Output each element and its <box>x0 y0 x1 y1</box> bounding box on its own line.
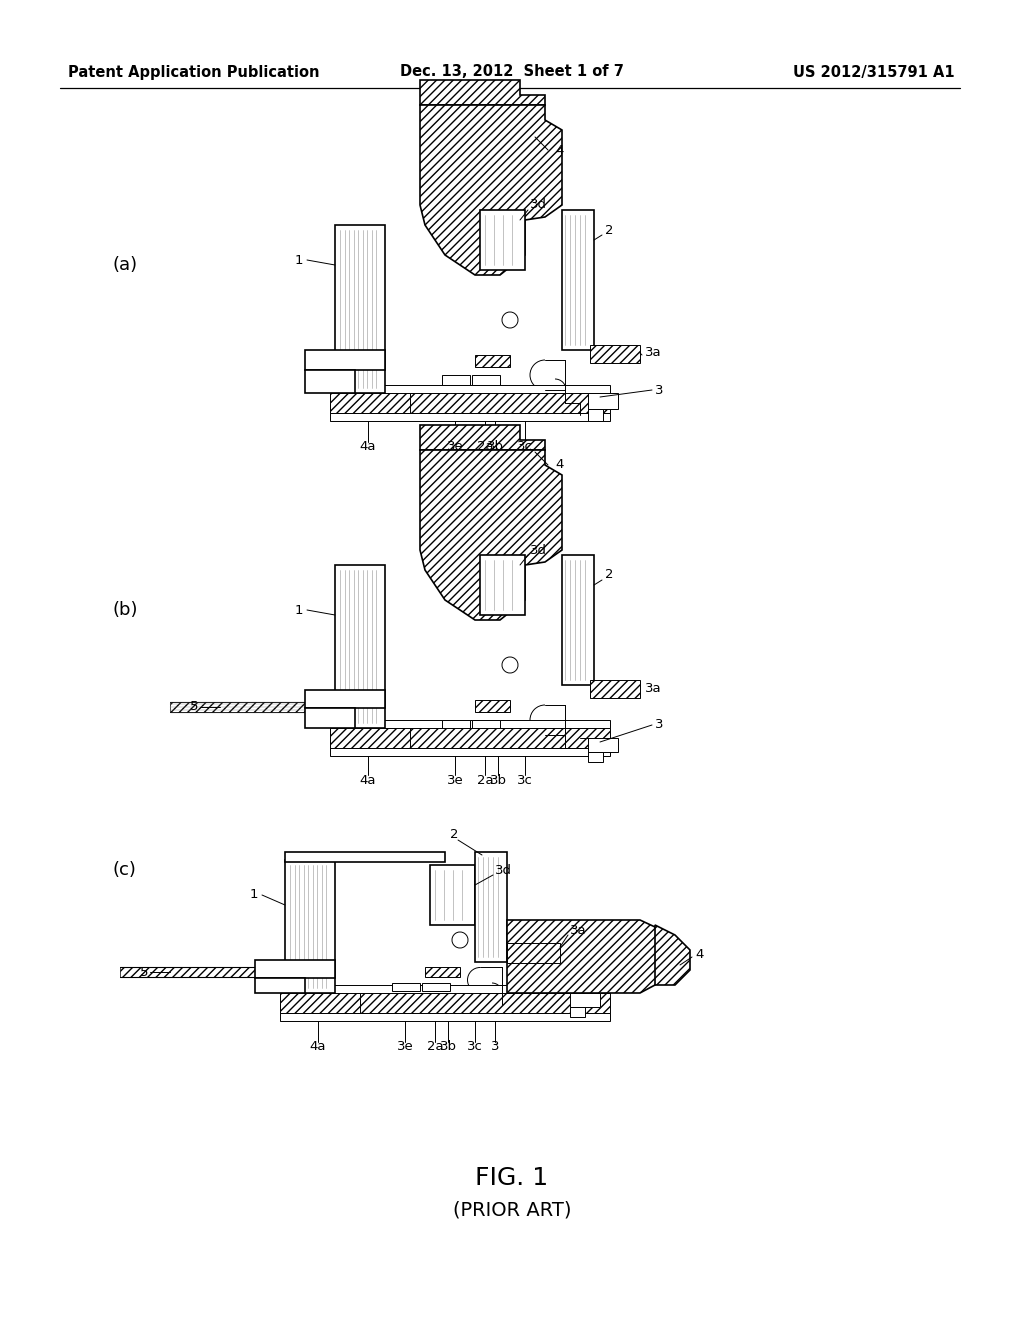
Text: 3c: 3c <box>517 774 532 787</box>
Polygon shape <box>170 702 330 711</box>
Text: 3b: 3b <box>439 1040 457 1053</box>
Bar <box>285 851 445 862</box>
Polygon shape <box>420 106 562 275</box>
Text: 3a: 3a <box>570 924 587 936</box>
Bar <box>472 375 500 385</box>
Bar <box>255 978 305 993</box>
Text: 4a: 4a <box>359 441 376 454</box>
Text: 2a: 2a <box>477 441 494 454</box>
Bar <box>305 690 385 708</box>
Text: 3b: 3b <box>489 774 507 787</box>
Bar <box>330 748 610 756</box>
Polygon shape <box>330 729 410 748</box>
Bar <box>330 385 610 393</box>
Text: (PRIOR ART): (PRIOR ART) <box>453 1200 571 1220</box>
Text: 3d: 3d <box>530 544 547 557</box>
Polygon shape <box>420 81 545 106</box>
Bar <box>570 993 600 1007</box>
Polygon shape <box>420 450 562 620</box>
Text: 2: 2 <box>605 569 613 582</box>
Text: 1: 1 <box>295 253 303 267</box>
Bar <box>480 210 525 271</box>
Polygon shape <box>507 920 665 993</box>
Text: FIG. 1: FIG. 1 <box>475 1166 549 1191</box>
Text: 3e: 3e <box>396 1040 414 1053</box>
Polygon shape <box>330 729 610 748</box>
Bar <box>588 393 618 409</box>
Bar <box>255 960 335 978</box>
Text: 3c: 3c <box>517 441 532 454</box>
Polygon shape <box>655 925 690 985</box>
Text: 3: 3 <box>655 718 664 731</box>
Text: 3b: 3b <box>486 441 504 454</box>
Bar <box>392 983 420 991</box>
Text: (a): (a) <box>112 256 137 275</box>
Bar <box>330 719 610 729</box>
Polygon shape <box>120 968 280 977</box>
Polygon shape <box>330 393 610 413</box>
Text: 1: 1 <box>295 603 303 616</box>
Polygon shape <box>330 393 410 413</box>
Text: Patent Application Publication: Patent Application Publication <box>68 65 319 79</box>
Polygon shape <box>507 942 560 964</box>
Text: 5: 5 <box>140 965 148 978</box>
Text: 2a: 2a <box>477 774 494 787</box>
Bar <box>562 210 594 350</box>
Text: 1: 1 <box>250 888 258 902</box>
Text: 5: 5 <box>190 701 199 714</box>
Polygon shape <box>425 968 460 977</box>
Text: US 2012/315791 A1: US 2012/315791 A1 <box>794 65 955 79</box>
Polygon shape <box>280 993 610 1012</box>
Bar <box>285 861 335 993</box>
Bar <box>588 409 603 421</box>
Text: 2: 2 <box>450 829 459 842</box>
Polygon shape <box>280 993 360 1012</box>
Text: 4: 4 <box>555 144 563 157</box>
Bar <box>335 565 385 729</box>
Text: 3: 3 <box>490 1040 500 1053</box>
Text: 4: 4 <box>695 949 703 961</box>
Text: 2a: 2a <box>427 1040 443 1053</box>
Text: 3a: 3a <box>645 681 662 694</box>
Bar <box>305 708 355 729</box>
Bar <box>280 985 610 993</box>
Polygon shape <box>475 355 510 367</box>
Bar <box>588 752 603 762</box>
Polygon shape <box>420 425 545 450</box>
Bar <box>472 719 500 729</box>
Text: 4a: 4a <box>309 1040 327 1053</box>
Text: 3c: 3c <box>467 1040 483 1053</box>
Bar <box>305 350 385 370</box>
Text: (b): (b) <box>112 601 137 619</box>
Bar <box>480 554 525 615</box>
Text: 3d: 3d <box>495 863 512 876</box>
Text: 3: 3 <box>655 384 664 396</box>
Text: (c): (c) <box>112 861 136 879</box>
Polygon shape <box>590 345 640 363</box>
Bar <box>430 865 475 925</box>
Bar <box>570 1007 585 1016</box>
Text: 3e: 3e <box>446 441 464 454</box>
Text: 4a: 4a <box>359 774 376 787</box>
Text: 3d: 3d <box>530 198 547 211</box>
Bar <box>422 983 450 991</box>
Polygon shape <box>590 680 640 698</box>
Bar <box>335 224 385 393</box>
Bar <box>562 554 594 685</box>
Text: Dec. 13, 2012  Sheet 1 of 7: Dec. 13, 2012 Sheet 1 of 7 <box>400 65 624 79</box>
Text: 4: 4 <box>555 458 563 471</box>
Polygon shape <box>475 700 510 711</box>
Bar <box>442 375 470 385</box>
Bar <box>280 1012 610 1020</box>
Text: 3e: 3e <box>446 774 464 787</box>
Text: 2: 2 <box>605 223 613 236</box>
Bar <box>442 719 470 729</box>
Text: 3a: 3a <box>645 346 662 359</box>
Bar <box>305 370 355 393</box>
Bar <box>330 413 610 421</box>
Bar <box>588 738 618 752</box>
Bar <box>475 851 507 962</box>
